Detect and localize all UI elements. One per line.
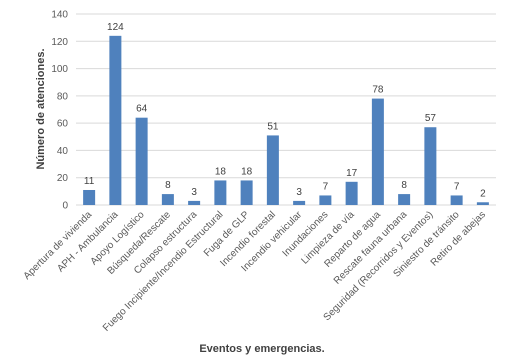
data-label: 8: [401, 180, 407, 191]
bar: [345, 181, 358, 205]
y-axis-ticks: 0 20 40 60 80 100 120 140: [51, 10, 68, 212]
x-axis-title: Eventos y emergencias.: [199, 343, 324, 355]
data-label: 18: [241, 166, 253, 177]
bar: [476, 202, 489, 205]
data-label: 3: [191, 187, 197, 198]
data-label: 57: [425, 113, 437, 124]
bar: [188, 200, 201, 205]
bar: [450, 195, 463, 205]
y-axis-title: Número de atenciones.: [35, 48, 47, 169]
bar: [135, 117, 148, 205]
bar: [214, 180, 227, 205]
data-label: 78: [372, 85, 384, 96]
data-label: 7: [323, 181, 329, 192]
bar: [161, 194, 174, 205]
bar: [293, 200, 306, 205]
y-tick-label: 100: [51, 64, 68, 75]
data-label: 7: [454, 181, 460, 192]
y-tick-label: 120: [51, 37, 68, 48]
y-tick-label: 40: [57, 146, 69, 157]
bar: [371, 98, 384, 205]
data-label: 17: [346, 168, 358, 179]
y-tick-label: 60: [57, 119, 69, 130]
y-tick-label: 20: [57, 173, 69, 184]
y-tick-label: 140: [51, 10, 68, 21]
data-label: 2: [480, 188, 486, 199]
bar: [240, 180, 253, 205]
data-label: 3: [296, 187, 302, 198]
y-tick-label: 80: [57, 91, 69, 102]
bar: [83, 189, 96, 205]
bar: [109, 35, 122, 206]
bar: [398, 194, 411, 205]
data-labels: 11 124 64 8 3 18 18 51 3 7 17 78 8 57 7 2: [84, 22, 486, 199]
bar: [424, 127, 437, 205]
y-tick-label: 0: [62, 201, 68, 212]
data-label: 64: [136, 104, 148, 115]
bar: [319, 195, 332, 205]
data-label: 51: [267, 121, 279, 132]
data-label: 18: [215, 166, 227, 177]
data-label: 124: [107, 22, 124, 33]
bar: [266, 135, 279, 205]
bars: [83, 35, 489, 206]
data-label: 11: [84, 176, 95, 187]
data-label: 8: [165, 180, 171, 191]
